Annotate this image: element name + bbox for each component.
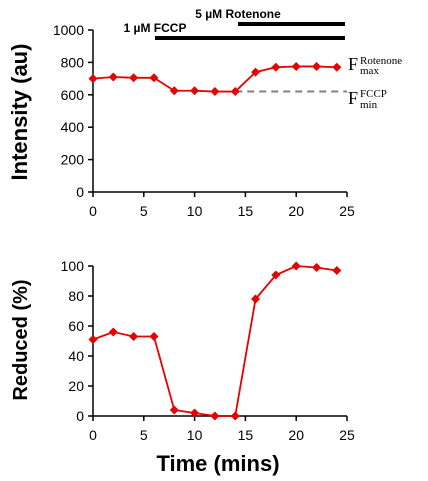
reduced-data-point — [332, 266, 342, 275]
svg-text:F: F — [348, 54, 358, 74]
reduced-y-tick-label: 60 — [68, 318, 84, 334]
intensity-data-point — [230, 87, 240, 97]
reduced-x-tick-label: 15 — [238, 427, 254, 443]
reduced-y-tick-label: 0 — [76, 408, 84, 424]
reduced-data-point — [108, 327, 118, 337]
reduced-data-point — [210, 411, 220, 421]
intensity-data-point — [312, 61, 322, 71]
reduced-x-tick-label: 10 — [187, 427, 203, 443]
reduced-y-tick-label: 100 — [61, 258, 85, 274]
intensity-y-tick-label: 400 — [61, 119, 85, 135]
intensity-data-point — [129, 73, 139, 83]
intensity-x-tick-label: 25 — [339, 203, 355, 219]
reduced-y-axis-label: Reduced (%) — [10, 279, 32, 400]
reduced-x-tick-label: 25 — [339, 427, 355, 443]
rotenone-label: 5 µM Rotenone — [195, 7, 281, 21]
intensity-data-point — [332, 62, 342, 72]
intensity-axes: 0 200 400 600 800 1000 0 5 10 15 20 25 — [53, 22, 355, 219]
reduced-x-tick-label: 5 — [140, 427, 148, 443]
intensity-data-point — [88, 74, 98, 84]
intensity-y-tick-label: 200 — [61, 152, 85, 168]
reduced-y-tick-label: 80 — [68, 288, 84, 304]
intensity-data-point — [251, 67, 261, 77]
reduced-data-point — [251, 294, 261, 304]
svg-text:F: F — [348, 88, 358, 108]
intensity-data-point — [190, 86, 200, 96]
f-min-fccp-label: F FCCP min — [348, 88, 387, 111]
intensity-data-point — [271, 62, 281, 72]
intensity-y-tick-label: 1000 — [53, 22, 84, 38]
intensity-data-point — [291, 61, 301, 71]
intensity-series — [88, 61, 342, 97]
reduced-data-point — [291, 261, 301, 271]
svg-text:FCCP: FCCP — [360, 88, 387, 100]
reduced-data-point — [149, 332, 159, 341]
reduced-x-tick-label: 0 — [89, 427, 97, 443]
reduced-data-point — [312, 263, 322, 272]
intensity-data-point — [149, 73, 159, 83]
intensity-y-axis-label: Intensity (au) — [7, 44, 32, 181]
intensity-data-point — [210, 87, 220, 97]
svg-text:max: max — [360, 65, 379, 77]
reduced-data-point — [190, 408, 200, 418]
intensity-x-tick-label: 15 — [238, 203, 254, 219]
reduced-x-tick-label: 20 — [288, 427, 304, 443]
intensity-data-point — [169, 86, 179, 96]
reduced-y-tick-label: 40 — [68, 348, 84, 364]
f-max-rotenone-label: F Rotenone max — [348, 54, 402, 77]
reduced-y-tick-label: 20 — [68, 378, 84, 394]
intensity-x-tick-label: 20 — [288, 203, 304, 219]
reduced-data-point — [271, 270, 281, 280]
svg-text:Rotenone: Rotenone — [360, 55, 402, 67]
reduced-data-point — [230, 411, 240, 421]
time-x-axis-label: Time (mins) — [156, 451, 279, 476]
reduced-data-point — [129, 332, 139, 341]
intensity-data-point — [108, 72, 118, 82]
reduced-series-line — [92, 265, 337, 417]
reduced-data-point — [169, 405, 179, 415]
reduced-chart: Reduced (%) 0 20 40 60 80 100 0 5 10 15 20 25 Time … — [10, 258, 355, 476]
intensity-y-tick-label: 0 — [76, 184, 84, 200]
reduced-series — [88, 261, 342, 421]
intensity-chart: Intensity (au) 1 µM FCCP 5 µM Rotenone 0… — [7, 7, 402, 219]
intensity-y-tick-label: 800 — [61, 54, 85, 70]
intensity-x-tick-label: 10 — [187, 203, 203, 219]
fccp-label: 1 µM FCCP — [124, 21, 187, 35]
reduced-data-point — [88, 335, 98, 344]
intensity-x-tick-label: 5 — [140, 203, 148, 219]
intensity-x-tick-label: 0 — [89, 203, 97, 219]
intensity-y-tick-label: 600 — [61, 87, 85, 103]
svg-text:min: min — [360, 99, 378, 111]
